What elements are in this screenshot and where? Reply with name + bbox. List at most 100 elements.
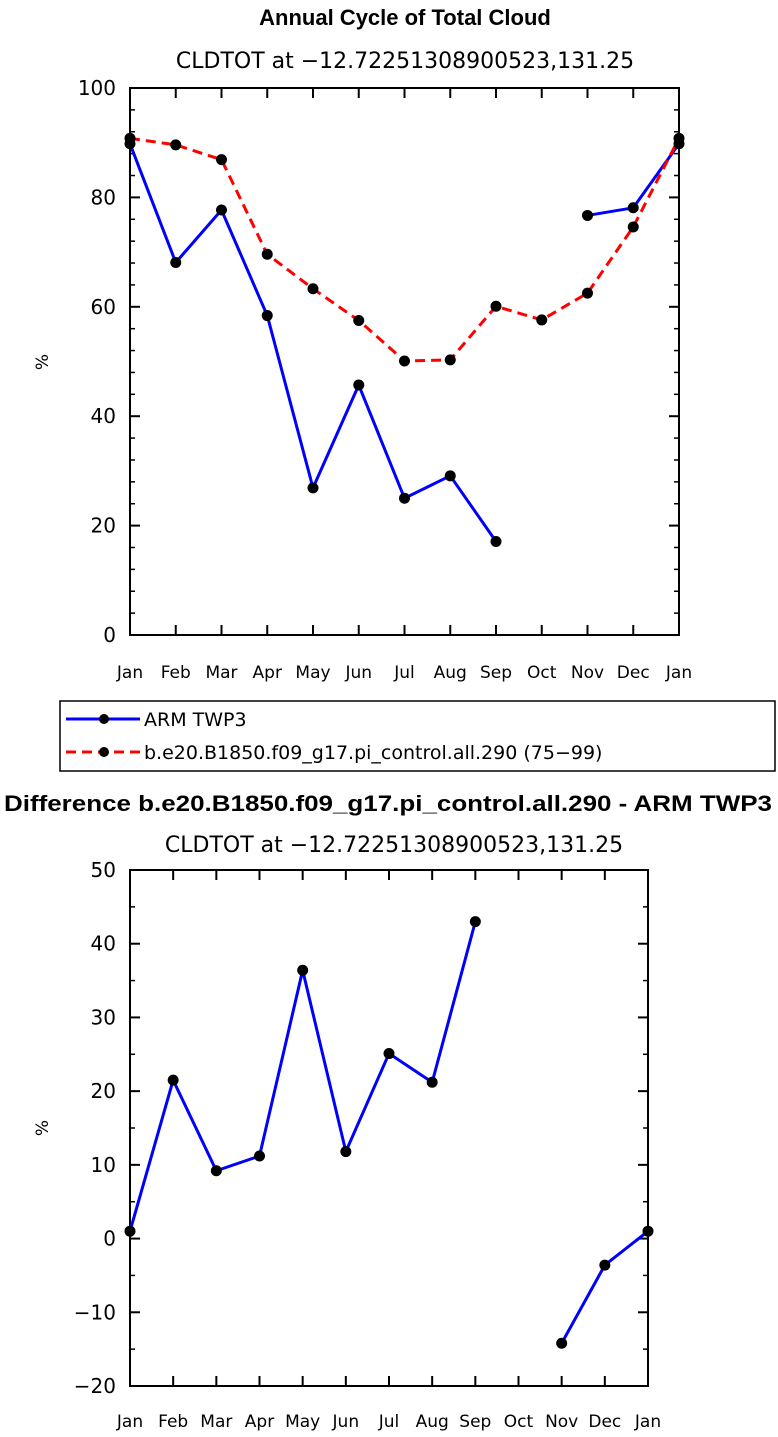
x-tick-label: Feb [161, 663, 191, 683]
x-tick-label: Oct [504, 1412, 534, 1432]
y-axis-label: % [33, 354, 53, 370]
x-tick-label: Dec [617, 663, 650, 683]
difference-chart: Difference b.e20.B1850.f09_g17.pi_contro… [4, 791, 772, 1432]
data-point-annual-0-dec [627, 202, 639, 214]
data-point-annual-0-feb [170, 256, 182, 268]
legend: ARM TWP3 b.e20.B1850.f09_g17.pi_control.… [59, 700, 776, 772]
y-tick-label: −10 [74, 1300, 116, 1324]
x-tick-label: Nov [545, 1412, 578, 1432]
series-points [124, 916, 654, 1349]
data-point-difference-0-mar [210, 1165, 222, 1177]
series-line-difference-0 [560, 1230, 649, 1344]
x-tick-label: Jun [332, 1412, 360, 1432]
x-tick-label: Jun [344, 663, 372, 683]
legend-marker-model [99, 747, 109, 757]
data-point-annual-1-may [307, 283, 319, 295]
x-tick-label: Dec [588, 1412, 621, 1432]
x-tick-label: Mar [205, 663, 237, 683]
data-point-annual-1-aug [444, 354, 456, 366]
x-tick-label: Apr [245, 1412, 274, 1432]
data-point-annual-1-feb [170, 139, 182, 151]
data-point-annual-0-aug [444, 470, 456, 482]
tick-labels: −20 −10 0 10 20 30 40 50 Jan Feb Mar Apr May Jun Jul Au… [74, 858, 661, 1432]
data-point-annual-1-oct [536, 314, 548, 326]
x-tick-label: Nov [571, 663, 604, 683]
series-lines [128, 136, 681, 543]
x-tick-label: Jul [378, 1412, 400, 1432]
x-tick-label: Jan [116, 663, 143, 683]
x-tick-label: Feb [158, 1412, 188, 1432]
data-point-annual-1-mar [216, 154, 227, 166]
series-line-annual-0 [128, 143, 498, 543]
y-tick-label: 80 [91, 185, 116, 209]
data-point-annual-1-jan [124, 132, 136, 144]
series-points [124, 132, 685, 547]
legend-marker-arm [99, 714, 109, 724]
legend-label-arm: ARM TWP3 [144, 709, 247, 731]
x-tick-label: Jan [634, 1412, 661, 1432]
annual-cycle-chart: Annual Cycle of Total Cloud CLDTOT at −1… [33, 5, 692, 683]
y-tick-label: 60 [91, 295, 116, 319]
y-tick-label: 30 [91, 1005, 116, 1029]
y-tick-label: 20 [91, 1079, 116, 1103]
chart-subtitle: CLDTOT at −12.72251308900523,131.25 [176, 49, 634, 74]
data-point-annual-0-nov [582, 209, 593, 221]
data-point-annual-0-apr [261, 310, 273, 322]
y-tick-label: 10 [91, 1153, 116, 1177]
data-point-difference-0-aug [426, 1076, 438, 1088]
y-tick-label: 0 [103, 1227, 116, 1251]
data-point-annual-0-jul [399, 492, 410, 504]
x-tick-label: Jan [665, 663, 692, 683]
chart-subtitle: CLDTOT at −12.72251308900523,131.25 [165, 833, 623, 858]
y-tick-label: 40 [91, 404, 116, 428]
data-point-annual-1-sep [490, 300, 502, 312]
y-tick-label: −20 [74, 1374, 116, 1398]
x-tick-label: May [295, 663, 330, 683]
y-axis-label: % [33, 1120, 53, 1136]
y-tick-label: 0 [103, 623, 116, 647]
data-point-difference-0-jul [383, 1048, 395, 1060]
legend-label-model: b.e20.B1850.f09_g17.pi_control.all.290 (… [144, 742, 602, 764]
data-point-difference-0-jun [340, 1146, 352, 1158]
chart-title: Annual Cycle of Total Cloud [259, 5, 551, 30]
data-point-difference-0-jan [642, 1225, 654, 1237]
data-point-difference-0-feb [167, 1074, 179, 1086]
data-point-annual-1-nov [582, 287, 593, 299]
data-point-annual-1-jan [673, 132, 685, 144]
x-tick-label: Aug [416, 1412, 449, 1432]
x-tick-label: May [285, 1412, 320, 1432]
data-point-difference-0-dec [599, 1259, 611, 1271]
chart-title: Difference b.e20.B1850.f09_g17.pi_contro… [4, 791, 772, 816]
x-tick-label: Mar [200, 1412, 232, 1432]
tick-labels: 0 20 40 60 80 100 Jan Feb Mar Apr May Jun Jul Aug Sep O… [78, 76, 692, 683]
y-tick-label: 40 [91, 932, 116, 956]
series-lines [128, 921, 649, 1344]
data-point-annual-0-sep [490, 535, 502, 547]
y-tick-label: 100 [78, 76, 116, 100]
data-point-difference-0-sep [469, 916, 481, 928]
data-point-difference-0-may [297, 964, 309, 976]
data-point-difference-0-apr [254, 1150, 265, 1162]
data-point-annual-1-jun [353, 314, 365, 326]
data-point-annual-0-mar [216, 204, 227, 216]
data-point-difference-0-nov [556, 1337, 568, 1349]
x-tick-label: Oct [527, 663, 557, 683]
plot-frame [129, 869, 649, 1387]
data-point-annual-0-jun [353, 379, 365, 391]
y-tick-label: 50 [91, 858, 116, 882]
series-line-annual-1 [129, 136, 681, 363]
x-tick-label: Jul [393, 663, 415, 683]
axis-ticks [129, 87, 680, 636]
data-point-annual-1-jul [399, 355, 410, 367]
data-point-annual-1-apr [261, 248, 273, 260]
axis-ticks [129, 869, 649, 1387]
x-tick-label: Jan [116, 1412, 143, 1432]
x-tick-label: Sep [459, 1412, 491, 1432]
x-tick-label: Sep [480, 663, 512, 683]
data-point-difference-0-jan [124, 1225, 136, 1237]
y-tick-label: 20 [91, 514, 116, 538]
data-point-annual-1-dec [627, 221, 639, 233]
x-tick-label: Apr [253, 663, 282, 683]
x-tick-label: Aug [434, 663, 467, 683]
